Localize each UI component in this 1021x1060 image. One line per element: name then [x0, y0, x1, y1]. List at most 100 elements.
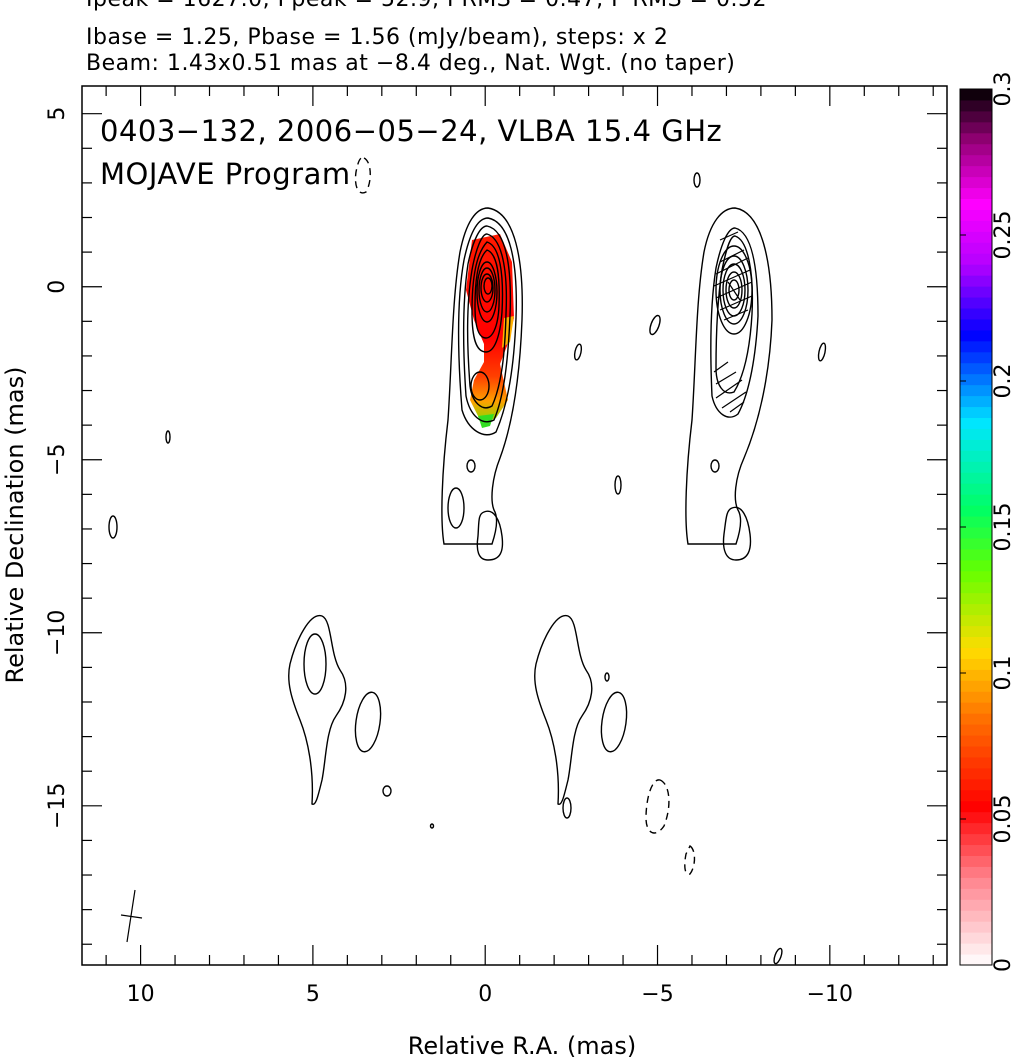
- colorbar-swatch: [960, 351, 992, 364]
- colorbar-swatch: [960, 505, 992, 517]
- colorbar-swatch: [960, 220, 992, 232]
- colorbar-swatch: [960, 921, 992, 933]
- colorbar-tick-label: 0.2: [991, 364, 1016, 399]
- colorbar-swatch: [960, 724, 992, 736]
- colorbar-swatch: [960, 800, 992, 813]
- colorbar-swatch: [960, 329, 992, 342]
- x-tick-label: −10: [807, 982, 853, 1007]
- colorbar-swatch: [960, 231, 992, 243]
- y-tick-label: 0: [45, 280, 70, 294]
- contour-outer-right: [685, 207, 773, 545]
- colorbar-tick-label: 0.25: [991, 211, 1016, 260]
- colorbar-swatch: [960, 636, 992, 648]
- colorbar-swatch: [960, 340, 992, 353]
- y-tick-labels: 5 0 −5 −10 −15: [45, 107, 70, 829]
- colorbar-swatch: [960, 756, 992, 769]
- colorbar-swatch: [960, 888, 992, 900]
- colorbar-swatch: [960, 625, 992, 637]
- colorbar-swatch: [960, 516, 992, 528]
- beam-marker: [120, 889, 143, 943]
- colorbar-swatch: [960, 789, 992, 802]
- colorbar-swatch: [960, 297, 992, 309]
- colorbar-swatch: [960, 198, 992, 210]
- sidelobe-contours: [108, 156, 827, 965]
- x-tick-label: 0: [478, 982, 492, 1007]
- colorbar-swatch: [960, 647, 992, 659]
- colorbar-swatch: [960, 855, 992, 867]
- colorbar-swatch: [960, 89, 992, 101]
- colorbar-swatch: [960, 537, 992, 550]
- y-tick-label: 5: [45, 107, 70, 121]
- colorbar-swatch: [960, 406, 992, 418]
- colorbar-swatch: [960, 242, 992, 254]
- colorbar-swatch: [960, 494, 992, 506]
- colorbar-swatch: [960, 702, 992, 714]
- colorbar-swatch: [960, 384, 992, 397]
- colorbar-swatch: [960, 373, 992, 386]
- colorbar-tick-labels: 0 0.05 0.1 0.15 0.2 0.25 0.3: [960, 72, 1016, 972]
- colorbar-swatch: [960, 253, 992, 265]
- colorbar-swatch: [960, 461, 992, 473]
- colorbar-swatch: [960, 866, 992, 878]
- colorbar-swatch: [960, 822, 992, 835]
- colorbar-swatch: [960, 778, 992, 791]
- header-line-2: Ibase = 1.25, Pbase = 1.56 (mJy/beam), s…: [86, 25, 669, 50]
- colorbar-swatch: [960, 735, 992, 747]
- colorbar-swatch: [960, 833, 992, 846]
- colorbar-tick-label: 0.05: [991, 795, 1016, 844]
- colorbar-swatch: [960, 439, 992, 451]
- polarization-tail: [478, 414, 494, 428]
- plot-title: 0403−132, 2006−05−24, VLBA 15.4 GHz: [100, 114, 722, 148]
- contour-outer-left: [441, 207, 523, 545]
- x-tick-label: 5: [306, 982, 320, 1007]
- colorbar-swatch: [960, 658, 992, 670]
- colorbar-swatch: [960, 603, 992, 616]
- plot-frame: [81, 85, 948, 966]
- colorbar-swatch: [960, 581, 992, 594]
- colorbar-swatch: [960, 154, 992, 167]
- colorbar-tick-label: 0: [991, 958, 1016, 972]
- axis-ticks: [82, 86, 947, 965]
- colorbar-swatch: [960, 417, 992, 429]
- colorbar-swatch: [960, 472, 992, 484]
- colorbar-swatch: [960, 680, 992, 692]
- colorbar: 0 0.05 0.1 0.15 0.2 0.25 0.3: [959, 72, 1016, 972]
- colorbar-swatch: [960, 559, 992, 572]
- colorbar-tick-label: 0.15: [991, 503, 1016, 552]
- colorbar-swatch: [960, 187, 992, 199]
- colorbar-swatch: [960, 899, 992, 911]
- y-tick-label: −5: [45, 444, 70, 476]
- colorbar-swatch: [960, 548, 992, 561]
- colorbar-swatch: [960, 614, 992, 627]
- colorbar-swatch: [960, 954, 992, 966]
- colorbar-swatch: [960, 176, 992, 189]
- plot-subtitle: MOJAVE Program: [100, 157, 351, 191]
- colorbar-tick-label: 0.1: [991, 656, 1016, 691]
- y-tick-label: −15: [45, 783, 70, 829]
- colorbar-swatch: [960, 767, 992, 780]
- colorbar-swatch: [960, 308, 992, 320]
- colorbar-swatch: [960, 110, 992, 123]
- colorbar-swatch: [960, 143, 992, 156]
- colorbar-swatch: [960, 910, 992, 922]
- colorbar-tick-label: 0.3: [991, 72, 1016, 107]
- colorbar-swatch: [960, 932, 992, 944]
- y-axis-title: Relative Declination (mas): [1, 366, 29, 683]
- y-tick-label: −10: [45, 610, 70, 656]
- colorbar-swatch: [960, 395, 992, 408]
- x-tick-labels: 10 5 0 −5 −10: [127, 982, 853, 1007]
- header-line-3: Beam: 1.43x0.51 mas at −8.4 deg., Nat. W…: [86, 51, 736, 76]
- colorbar-swatch: [960, 483, 992, 495]
- polarization-vector-ticks: [713, 231, 753, 413]
- colorbar-swatch: [960, 121, 992, 134]
- colorbar-swatch: [960, 713, 992, 725]
- colorbar-swatch: [960, 132, 992, 145]
- colorbar-swatches: [960, 89, 992, 966]
- colorbar-swatch: [960, 286, 992, 298]
- colorbar-swatch: [960, 844, 992, 856]
- colorbar-swatch: [960, 362, 992, 375]
- colorbar-swatch: [960, 527, 992, 539]
- header-line-1: Ipeak = 1627.0, Ppeak = 52.9, I RMS = 0.…: [86, 0, 767, 12]
- colorbar-swatch: [960, 669, 992, 681]
